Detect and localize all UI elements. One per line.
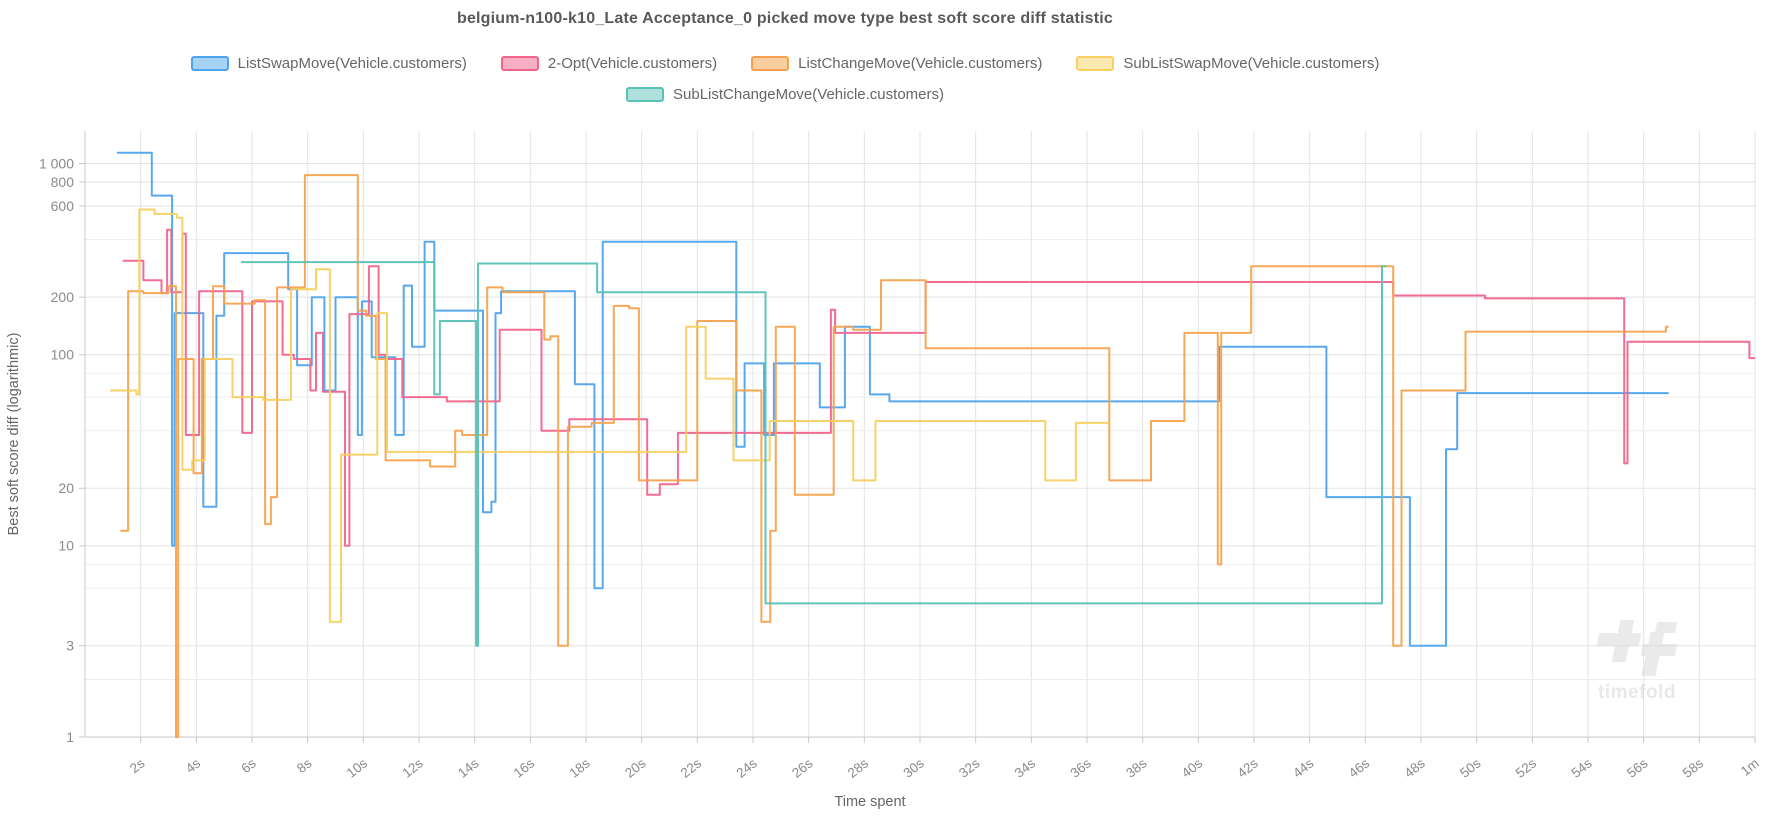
- x-tick-label: 46s: [1346, 755, 1373, 780]
- legend-label: ListChangeMove(Vehicle.customers): [798, 55, 1043, 72]
- legend-label: SubListSwapMove(Vehicle.customers): [1123, 55, 1380, 72]
- x-tick-label: 14s: [455, 755, 482, 780]
- x-tick-label: 40s: [1179, 755, 1206, 780]
- y-tick-label: 1 000: [39, 155, 74, 171]
- x-tick-label: 32s: [956, 755, 983, 780]
- x-tick-label: 24s: [733, 755, 760, 780]
- legend-item-5[interactable]: SubListChangeMove(Vehicle.customers): [626, 86, 944, 103]
- watermark-label: timefold: [1598, 682, 1676, 703]
- series-line-4: [110, 208, 1110, 623]
- y-tick-label: 3: [66, 638, 74, 654]
- x-tick-label: 2s: [127, 755, 148, 776]
- x-tick-label: 10s: [344, 755, 371, 780]
- series-lines: [110, 151, 1755, 738]
- legend-swatch-icon: [751, 56, 790, 71]
- x-tick-label: 28s: [845, 755, 872, 780]
- x-tick-label: 50s: [1457, 755, 1484, 780]
- y-tick-label: 600: [51, 198, 75, 214]
- x-tick-label: 44s: [1290, 755, 1317, 780]
- x-tick-label: 30s: [900, 755, 927, 780]
- legend-label: SubListChangeMove(Vehicle.customers): [673, 86, 944, 103]
- y-tick-label: 100: [51, 347, 75, 363]
- x-tick-label: 16s: [511, 755, 538, 780]
- x-tick-label: 48s: [1401, 755, 1428, 780]
- x-tick-label: 36s: [1067, 755, 1094, 780]
- legend-swatch-icon: [626, 87, 665, 102]
- y-tick-label: 200: [51, 289, 75, 305]
- x-axis-title: Time spent: [834, 794, 905, 810]
- series-line-1: [117, 151, 1669, 647]
- x-tick-label: 22s: [678, 755, 705, 780]
- timefold-watermark: timefold: [1582, 620, 1692, 704]
- x-tick-label: 38s: [1123, 755, 1150, 780]
- x-tick-label: 4s: [183, 755, 204, 776]
- legend-swatch-icon: [190, 56, 229, 71]
- legend-item-3[interactable]: ListChangeMove(Vehicle.customers): [751, 55, 1042, 72]
- legend-label: 2-Opt(Vehicle.customers): [547, 55, 718, 72]
- timefold-logo-icon: [1596, 620, 1678, 676]
- chart-title: belgium-n100-k10_Late Acceptance_0 picke…: [456, 10, 1114, 27]
- y-tick-label: 10: [58, 538, 74, 554]
- chart-legend-row-1: ListSwapMove(Vehicle.customers) 2-Opt(Veh…: [0, 55, 1570, 72]
- x-tick-label: 12s: [399, 755, 426, 780]
- y-tick-label: 20: [58, 480, 74, 496]
- axis-ticks: [79, 163, 1756, 743]
- legend-item-4[interactable]: SubListSwapMove(Vehicle.customers): [1076, 55, 1379, 72]
- x-tick-label: 42s: [1234, 755, 1261, 780]
- x-tick-label: 6s: [238, 755, 259, 776]
- x-tick-label: 26s: [789, 755, 816, 780]
- series-line-2: [122, 228, 1755, 547]
- y-tick-label: 1: [66, 729, 74, 745]
- legend-swatch-icon: [1076, 56, 1115, 71]
- y-axis-title: Best soft score diff (logarithmic): [6, 333, 22, 536]
- x-tick-label: 34s: [1012, 755, 1039, 780]
- x-tick-label: 54s: [1568, 755, 1595, 780]
- x-tick-label: 52s: [1513, 755, 1540, 780]
- x-tick-label: 20s: [622, 755, 649, 780]
- chart-legend-row-2: SubListChangeMove(Vehicle.customers): [0, 86, 1570, 103]
- y-tick-label: 800: [51, 174, 75, 190]
- series-line-3: [120, 174, 1669, 738]
- x-tick-label: 8s: [294, 755, 315, 776]
- x-tick-label: 18s: [566, 755, 593, 780]
- legend-label: ListSwapMove(Vehicle.customers): [237, 55, 467, 72]
- x-tick-label: 1m: [1738, 756, 1762, 779]
- legend-swatch-icon: [500, 56, 539, 71]
- legend-item-2[interactable]: 2-Opt(Vehicle.customers): [500, 55, 718, 72]
- gridlines: [84, 131, 1756, 738]
- x-tick-label: 58s: [1680, 755, 1707, 780]
- x-tick-label: 56s: [1624, 755, 1651, 780]
- legend-item-1[interactable]: ListSwapMove(Vehicle.customers): [190, 55, 467, 72]
- series-line-5: [240, 261, 1387, 647]
